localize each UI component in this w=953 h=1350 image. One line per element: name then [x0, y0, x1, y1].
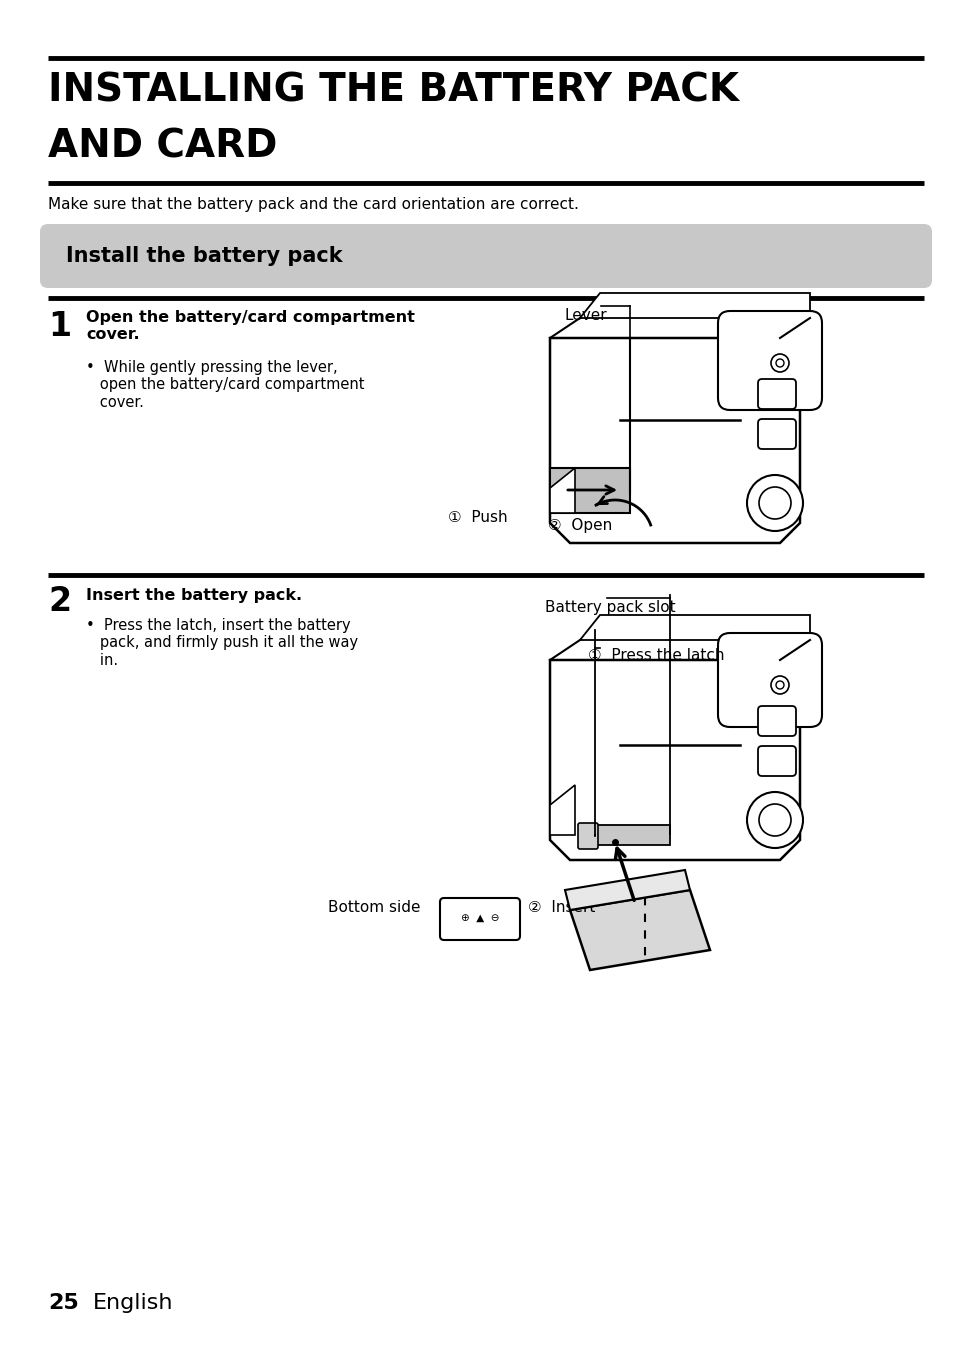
Polygon shape	[550, 468, 629, 513]
Polygon shape	[550, 338, 800, 543]
FancyBboxPatch shape	[758, 379, 795, 409]
FancyBboxPatch shape	[758, 706, 795, 736]
Polygon shape	[550, 660, 800, 860]
Text: 1: 1	[48, 310, 71, 343]
Polygon shape	[579, 293, 809, 319]
Polygon shape	[550, 784, 575, 836]
Circle shape	[775, 680, 783, 688]
FancyBboxPatch shape	[758, 747, 795, 776]
FancyBboxPatch shape	[578, 824, 598, 849]
Text: Lever: Lever	[564, 308, 607, 323]
FancyBboxPatch shape	[439, 898, 519, 940]
Circle shape	[770, 676, 788, 694]
Circle shape	[759, 805, 790, 836]
Text: AND CARD: AND CARD	[48, 128, 277, 166]
FancyBboxPatch shape	[595, 825, 669, 845]
Circle shape	[746, 792, 802, 848]
Text: ②  Insert: ② Insert	[527, 900, 595, 915]
Text: INSTALLING THE BATTERY PACK: INSTALLING THE BATTERY PACK	[48, 72, 739, 109]
FancyBboxPatch shape	[758, 418, 795, 450]
Text: Install the battery pack: Install the battery pack	[66, 246, 342, 266]
Text: •  Press the latch, insert the battery
   pack, and firmly push it all the way
 : • Press the latch, insert the battery pa…	[86, 618, 357, 668]
Polygon shape	[564, 869, 689, 910]
Circle shape	[770, 354, 788, 373]
Text: English: English	[92, 1293, 173, 1314]
Text: ①  Press the latch: ① Press the latch	[587, 648, 723, 663]
Text: ②  Open: ② Open	[547, 518, 612, 533]
Text: Battery pack slot: Battery pack slot	[544, 599, 675, 616]
Circle shape	[759, 487, 790, 518]
Text: •  While gently pressing the lever,
   open the battery/card compartment
   cove: • While gently pressing the lever, open …	[86, 360, 364, 410]
Polygon shape	[579, 616, 809, 640]
FancyBboxPatch shape	[40, 224, 931, 288]
Text: Insert the battery pack.: Insert the battery pack.	[86, 589, 302, 603]
Text: ⊕  ▲  ⊖: ⊕ ▲ ⊖	[460, 914, 498, 923]
Polygon shape	[550, 468, 575, 513]
Text: 25: 25	[48, 1293, 79, 1314]
Text: Make sure that the battery pack and the card orientation are correct.: Make sure that the battery pack and the …	[48, 197, 578, 212]
FancyBboxPatch shape	[718, 310, 821, 410]
Text: Bottom side: Bottom side	[328, 900, 420, 915]
Circle shape	[775, 359, 783, 367]
Text: Open the battery/card compartment
cover.: Open the battery/card compartment cover.	[86, 310, 415, 343]
FancyBboxPatch shape	[718, 633, 821, 728]
Circle shape	[746, 475, 802, 531]
Polygon shape	[569, 890, 709, 971]
Text: ①  Push: ① Push	[448, 510, 507, 525]
Text: 2: 2	[48, 585, 71, 618]
